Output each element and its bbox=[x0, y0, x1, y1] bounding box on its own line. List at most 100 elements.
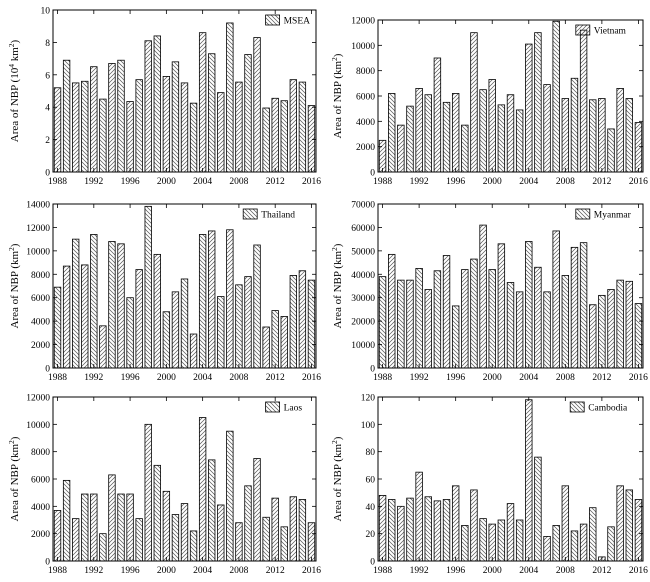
bar-1993 bbox=[99, 325, 107, 369]
bar-2010 bbox=[253, 458, 261, 562]
bar-1991 bbox=[406, 497, 414, 562]
y-tick-label: 120 bbox=[361, 394, 376, 404]
y-tick-label: 0 bbox=[45, 558, 50, 568]
y-tick-label: 14000 bbox=[26, 201, 50, 211]
x-tick-label: 1992 bbox=[84, 177, 103, 187]
bar-2015 bbox=[625, 98, 633, 173]
bar-2011 bbox=[262, 326, 270, 369]
x-tick-label: 2012 bbox=[592, 373, 611, 383]
bar-2014 bbox=[289, 275, 297, 369]
bar-1996 bbox=[126, 297, 134, 369]
y-axis-label: Area of NBP (km2) bbox=[330, 53, 344, 138]
chart-panel-msea: 0 2 4 6 8 10 1988 1992 1996 2000 2004 2008 2012 2016 A… bbox=[7, 7, 321, 188]
bar-2013 bbox=[607, 128, 615, 173]
bar-1994 bbox=[433, 500, 442, 562]
y-tick-label: 2 bbox=[45, 136, 50, 146]
x-tick-label: 2016 bbox=[629, 177, 648, 187]
bar-2016 bbox=[634, 303, 643, 369]
x-tick-label: 1996 bbox=[121, 177, 140, 187]
y-tick-label: 8000 bbox=[356, 67, 375, 77]
legend-swatch bbox=[265, 401, 281, 413]
bar-2012 bbox=[271, 497, 279, 562]
bar-1990 bbox=[397, 505, 405, 562]
bar-2004 bbox=[525, 241, 533, 369]
x-tick-label: 1988 bbox=[48, 177, 67, 187]
y-tick-label: 4000 bbox=[31, 503, 50, 513]
plot-frame bbox=[52, 203, 317, 369]
bar-2004 bbox=[198, 32, 207, 173]
y-tick-label: 10 bbox=[41, 7, 51, 17]
x-tick-label: 2012 bbox=[266, 373, 285, 383]
y-axis-label: Area of NBP (km2) bbox=[330, 243, 344, 328]
bar-2001 bbox=[171, 514, 180, 562]
y-tick-label: 8 bbox=[45, 39, 50, 49]
x-tick-label: 1988 bbox=[48, 373, 67, 383]
chart-panel-cambodia: 0 20 40 60 80 100 120 1988 1992 1996 2000 2004 2008 2… bbox=[330, 394, 648, 577]
bar-1992 bbox=[415, 88, 423, 173]
bar-2000 bbox=[162, 311, 171, 369]
bar-1988 bbox=[378, 494, 387, 562]
legend-swatch bbox=[575, 208, 591, 220]
bar-2002 bbox=[506, 503, 515, 562]
bar-2009 bbox=[244, 276, 252, 369]
y-axis-label: Area of NBP (km2) bbox=[7, 243, 21, 328]
bar-1992 bbox=[415, 471, 423, 562]
bar-1997 bbox=[461, 525, 469, 562]
bar-1992 bbox=[90, 493, 98, 562]
bar-2009 bbox=[244, 485, 252, 562]
bar-2006 bbox=[217, 296, 225, 369]
bar-2002 bbox=[506, 94, 515, 173]
x-tick-label: 2012 bbox=[592, 566, 611, 576]
x-tick-label: 1988 bbox=[373, 177, 392, 187]
bar-2004 bbox=[198, 417, 207, 562]
x-tick-label: 2004 bbox=[519, 373, 538, 383]
bar-2016 bbox=[634, 122, 643, 173]
bar-1988 bbox=[378, 139, 387, 173]
bar-2013 bbox=[280, 316, 288, 369]
bar-2001 bbox=[497, 519, 506, 562]
x-tick-label: 2008 bbox=[556, 566, 575, 576]
bar-2013 bbox=[280, 526, 288, 562]
bar-2001 bbox=[171, 291, 180, 369]
bar-2016 bbox=[634, 499, 643, 562]
bar-1993 bbox=[424, 94, 432, 173]
bar-2013 bbox=[280, 100, 288, 173]
legend-label: Laos bbox=[284, 404, 303, 414]
x-tick-label: 1988 bbox=[373, 566, 392, 576]
bar-2010 bbox=[579, 523, 588, 562]
bar-2003 bbox=[515, 519, 524, 562]
bar-1993 bbox=[99, 98, 107, 173]
bar-2008 bbox=[235, 284, 243, 369]
bar-2011 bbox=[589, 99, 597, 173]
bar-2008 bbox=[561, 275, 570, 369]
bar-2004 bbox=[198, 234, 207, 369]
bar-2002 bbox=[506, 282, 515, 369]
y-tick-label: 12000 bbox=[351, 17, 375, 27]
bar-1999 bbox=[479, 89, 487, 173]
y-tick-label: 12000 bbox=[26, 394, 50, 404]
bar-1999 bbox=[153, 35, 161, 173]
bar-1995 bbox=[117, 59, 125, 173]
legend-label: Myanmar bbox=[594, 211, 632, 221]
bar-2006 bbox=[543, 536, 551, 562]
y-tick-label: 80 bbox=[366, 448, 376, 458]
bar-2007 bbox=[226, 229, 234, 369]
bar-2007 bbox=[226, 22, 234, 173]
bar-1997 bbox=[461, 269, 469, 369]
y-tick-label: 40 bbox=[366, 503, 376, 513]
bar-1995 bbox=[442, 255, 451, 369]
x-tick-label: 1992 bbox=[410, 373, 429, 383]
bar-1992 bbox=[90, 66, 98, 173]
bar-1995 bbox=[117, 243, 125, 369]
bar-2000 bbox=[488, 523, 496, 562]
bar-1988 bbox=[53, 87, 62, 173]
bar-2014 bbox=[616, 279, 624, 369]
y-tick-label: 6000 bbox=[31, 294, 50, 304]
y-tick-label: 20 bbox=[366, 530, 376, 540]
x-tick-label: 2016 bbox=[302, 373, 321, 383]
bar-1998 bbox=[470, 489, 478, 562]
bar-1999 bbox=[153, 464, 161, 562]
bar-1998 bbox=[470, 32, 478, 173]
bar-2007 bbox=[552, 20, 560, 173]
